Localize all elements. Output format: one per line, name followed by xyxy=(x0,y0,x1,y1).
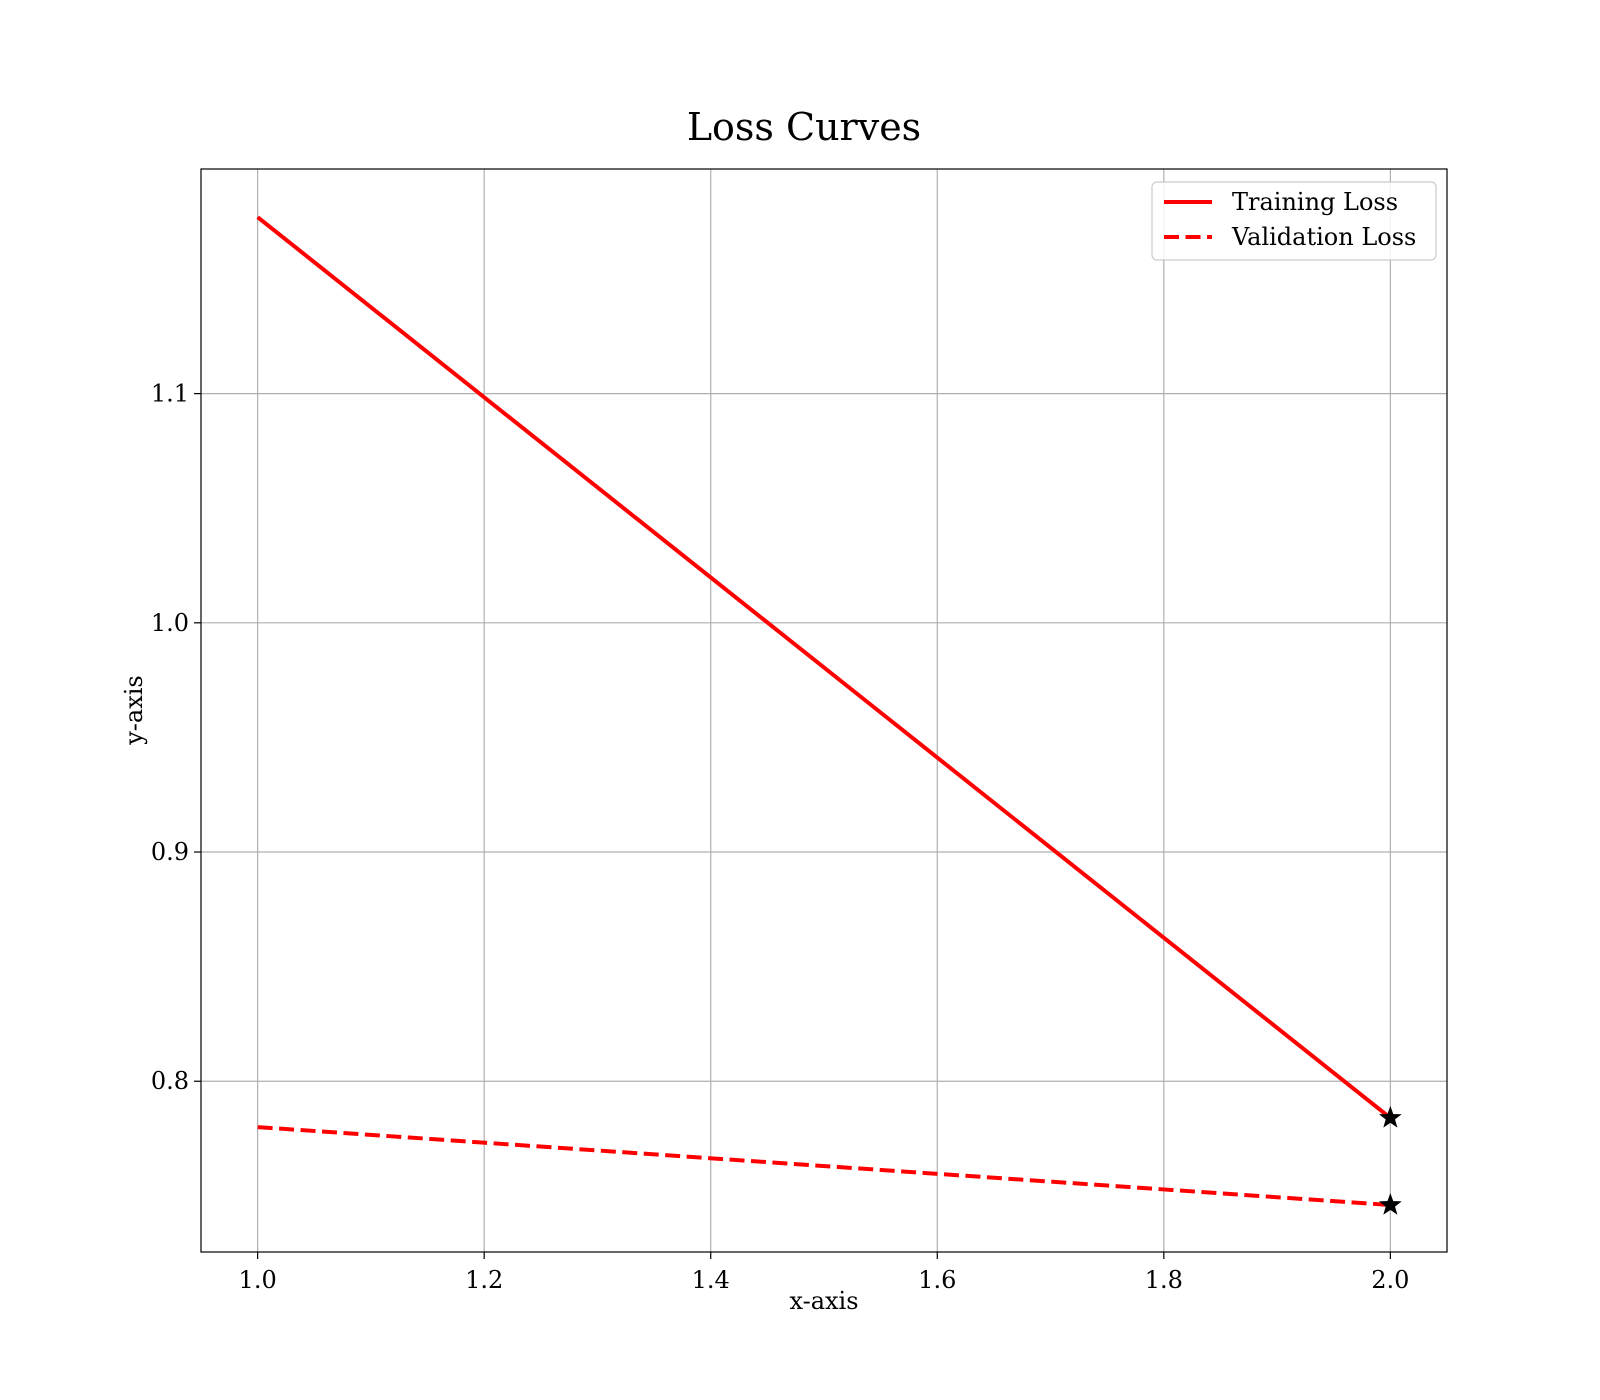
series-end-marker xyxy=(1378,1193,1402,1215)
plot-frame xyxy=(200,168,1448,1253)
chart-title: Loss Curves xyxy=(687,105,921,149)
legend-box xyxy=(1151,181,1437,261)
y-tick-label: 1.0 xyxy=(151,609,189,637)
x-axis-label: x-axis xyxy=(789,1287,858,1315)
x-tick-label: 2.0 xyxy=(1371,1266,1409,1294)
series-layer xyxy=(256,215,1402,1215)
x-tick-label: 1.6 xyxy=(918,1266,956,1294)
legend: Training Loss Validation Loss xyxy=(1151,181,1437,261)
y-tick-label: 0.9 xyxy=(151,838,189,866)
ticks-layer: 1.0 1.2 1.4 1.6 1.8 2.0 0.8 0.9 1.0 1.1 xyxy=(151,380,1410,1294)
x-tick-label: 1.0 xyxy=(239,1266,277,1294)
y-tick-label: 0.8 xyxy=(151,1067,189,1095)
grid-layer xyxy=(201,169,1447,1252)
legend-entries: Training Loss Validation Loss xyxy=(1164,188,1416,251)
x-tick-label: 1.4 xyxy=(692,1266,730,1294)
legend-label: Training Loss xyxy=(1232,188,1398,216)
y-tick-label: 1.1 xyxy=(151,380,189,408)
x-tick-label: 1.8 xyxy=(1145,1266,1183,1294)
series-end-marker xyxy=(1378,1105,1402,1128)
series-line-validation-loss xyxy=(257,1125,1391,1208)
legend-label: Validation Loss xyxy=(1231,223,1416,251)
y-axis-label: y-axis xyxy=(120,675,148,746)
series-line-training-loss xyxy=(256,215,1392,1120)
x-tick-label: 1.2 xyxy=(465,1266,503,1294)
